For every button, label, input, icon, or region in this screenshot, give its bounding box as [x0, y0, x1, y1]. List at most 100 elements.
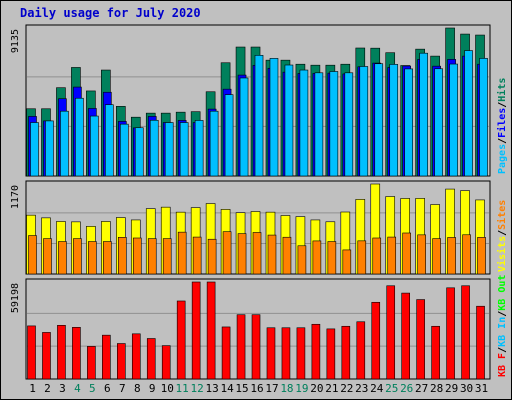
- x-tick-label-22: 22: [340, 382, 353, 395]
- bar-kb-f-12: [191, 281, 201, 380]
- bar-pages-20: [314, 72, 324, 177]
- x-tick-label-15: 15: [235, 382, 248, 395]
- legend-entry-hits-3: /: [497, 102, 508, 108]
- bar-kb-f-3: [57, 325, 66, 380]
- x-tick-label-10: 10: [161, 382, 174, 395]
- bar-pages-4: [75, 97, 84, 177]
- bar-sites-9: [147, 238, 157, 275]
- bar-sites-19: [297, 245, 307, 275]
- x-tick-label-24: 24: [370, 382, 384, 395]
- bar-kb-f-27: [416, 299, 425, 380]
- bar-pages-23: [359, 66, 369, 177]
- bar-pages-14: [224, 94, 234, 177]
- bar-pages-3: [60, 110, 69, 177]
- chart-title: Daily usage for July 2020: [20, 6, 201, 20]
- x-tick-label-19: 19: [295, 382, 308, 395]
- bar-kb-f-23: [356, 321, 366, 380]
- bar-pages-11: [179, 122, 189, 177]
- x-tick-label-8: 8: [134, 382, 141, 395]
- bar-sites-27: [417, 234, 426, 275]
- x-tick-label-14: 14: [220, 382, 234, 395]
- x-tick-label-4: 4: [74, 382, 81, 395]
- bar-sites-15: [237, 233, 247, 275]
- bar-pages-13: [209, 110, 219, 177]
- y-max-label-visits: 1170: [10, 185, 21, 209]
- x-tick-label-16: 16: [250, 382, 263, 395]
- legend-hits: Pages/Files/Hits: [496, 78, 508, 174]
- legend-entry-kbytes-0: KB F: [497, 353, 508, 377]
- bar-pages-9: [149, 119, 159, 177]
- bar-sites-29: [447, 237, 456, 275]
- bar-kb-f-19: [296, 327, 306, 380]
- bar-sites-22: [342, 249, 352, 275]
- bar-kb-f-26: [401, 292, 410, 380]
- bar-kb-f-14: [221, 326, 231, 380]
- bar-sites-12: [192, 236, 202, 275]
- legend-visits: Visits/Sites: [496, 200, 508, 272]
- bar-sites-5: [88, 241, 97, 275]
- bar-pages-30: [464, 50, 473, 177]
- x-tick-label-9: 9: [149, 382, 156, 395]
- bar-kb-f-21: [326, 328, 336, 380]
- bar-sites-30: [462, 234, 471, 275]
- bar-kb-f-28: [431, 325, 440, 380]
- legend-entry-visits-1: /: [497, 230, 508, 236]
- bar-pages-22: [344, 72, 354, 177]
- bar-kb-f-5: [87, 346, 96, 380]
- bar-kb-f-1: [27, 325, 36, 380]
- bar-pages-12: [194, 120, 204, 177]
- legend-entry-hits-2: Files: [496, 108, 508, 138]
- bar-kb-f-30: [461, 285, 470, 380]
- bar-pages-19: [299, 69, 309, 177]
- bar-pages-2: [45, 120, 54, 177]
- bar-sites-2: [43, 238, 52, 275]
- bar-pages-21: [329, 71, 339, 177]
- bar-sites-4: [73, 238, 82, 275]
- x-tick-label-18: 18: [280, 382, 293, 395]
- x-tick-label-17: 17: [265, 382, 278, 395]
- bar-kb-f-2: [42, 332, 51, 380]
- bar-sites-24: [372, 237, 382, 275]
- bar-sites-20: [312, 240, 322, 275]
- bar-kb-f-29: [446, 287, 455, 380]
- bar-pages-28: [434, 68, 443, 177]
- bar-sites-25: [387, 236, 397, 275]
- x-tick-label-11: 11: [176, 382, 189, 395]
- bar-sites-21: [327, 241, 337, 275]
- x-tick-label-1: 1: [29, 382, 36, 395]
- bar-pages-31: [479, 58, 488, 177]
- legend-entry-hits-1: /: [497, 138, 508, 144]
- y-max-label-kbytes: 59198: [10, 283, 21, 313]
- bar-kb-f-25: [386, 285, 396, 380]
- bar-pages-10: [164, 122, 174, 177]
- bar-sites-31: [477, 237, 486, 275]
- bar-kb-f-17: [266, 327, 276, 380]
- bar-sites-10: [162, 238, 172, 275]
- bar-kb-f-31: [476, 305, 485, 380]
- bar-kb-f-10: [161, 345, 171, 380]
- bar-sites-11: [177, 231, 187, 275]
- x-tick-label-29: 29: [445, 382, 458, 395]
- bar-pages-24: [374, 63, 384, 177]
- legend-kbytes: KB F/KB In/KB Out: [497, 275, 508, 377]
- bar-kb-f-18: [281, 327, 291, 380]
- bar-kb-f-16: [251, 314, 261, 380]
- bar-kb-f-11: [176, 300, 186, 380]
- x-tick-label-3: 3: [59, 382, 66, 395]
- bar-pages-25: [389, 64, 399, 177]
- bar-kb-f-22: [341, 325, 351, 380]
- bar-sites-7: [118, 237, 127, 275]
- bar-pages-26: [404, 68, 413, 177]
- bar-pages-1: [30, 122, 39, 177]
- bar-kb-f-4: [72, 327, 81, 380]
- legend-entry-hits-0: Pages: [497, 144, 508, 174]
- x-tick-label-20: 20: [310, 382, 323, 395]
- y-max-label-hits: 9135: [10, 29, 21, 53]
- legend-entry-hits-4: Hits: [496, 78, 508, 102]
- bar-sites-6: [103, 241, 112, 275]
- bar-kb-f-13: [206, 281, 216, 380]
- legend-entry-kbytes-4: KB Out: [497, 275, 508, 311]
- bar-pages-27: [419, 52, 428, 177]
- bar-kb-f-9: [146, 338, 156, 380]
- bar-sites-3: [58, 241, 67, 275]
